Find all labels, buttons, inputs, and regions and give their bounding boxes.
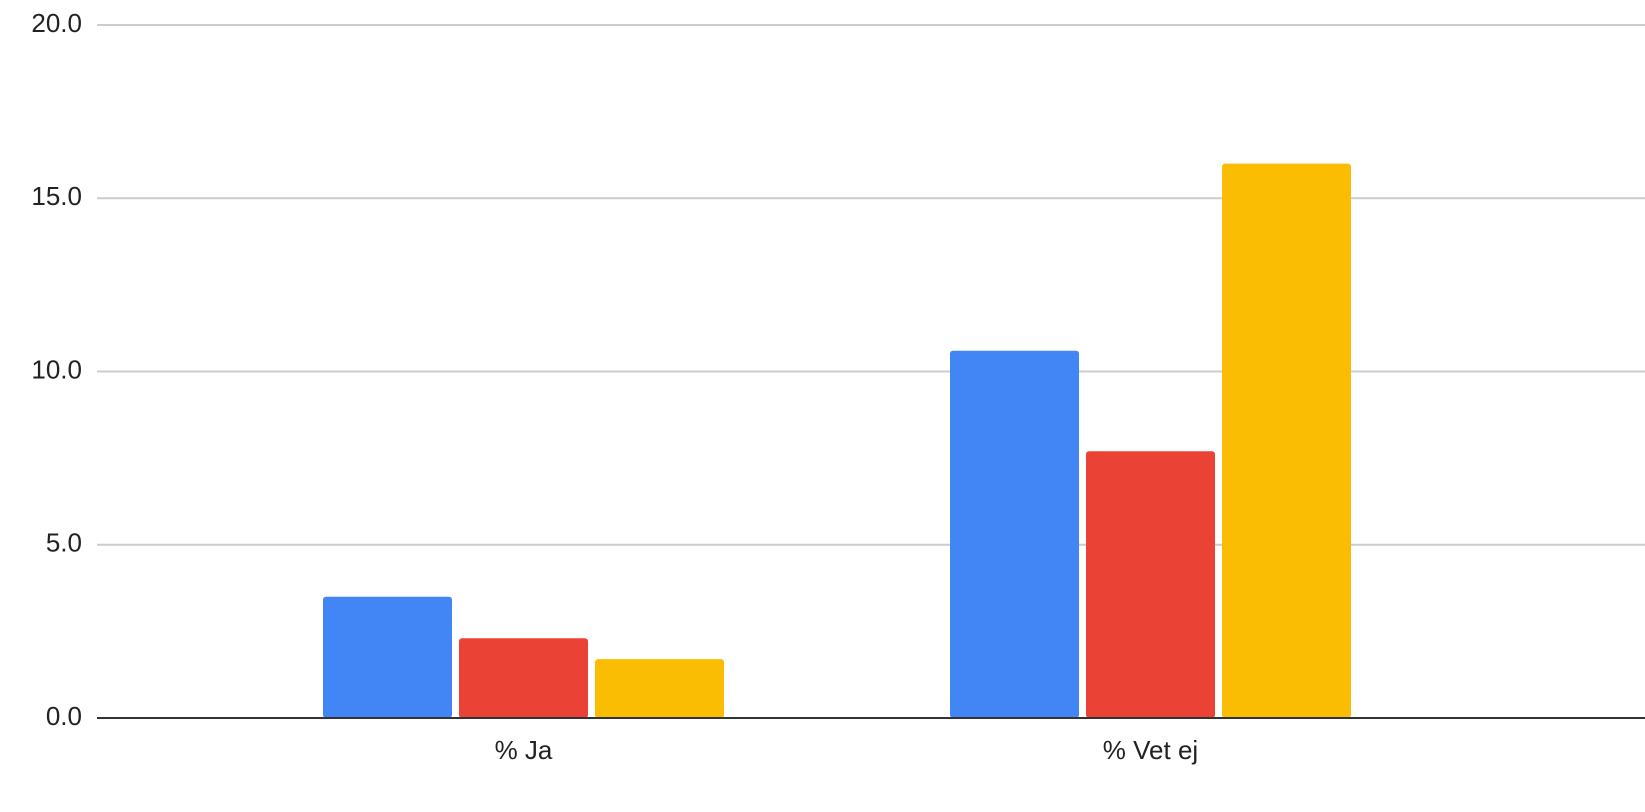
bar <box>459 638 588 718</box>
y-tick-label: 10.0 <box>31 354 82 384</box>
bar <box>1086 451 1215 718</box>
bar <box>323 596 452 718</box>
y-tick-label: 15.0 <box>31 181 82 211</box>
bar <box>1222 163 1351 719</box>
bar <box>950 350 1079 718</box>
y-tick-label: 5.0 <box>46 528 82 558</box>
bar <box>595 659 724 718</box>
x-tick-label: % Vet ej <box>1103 735 1198 765</box>
x-tick-label: % Ja <box>495 735 553 765</box>
y-tick-label: 20.0 <box>31 8 82 38</box>
y-tick-label: 0.0 <box>46 701 82 731</box>
